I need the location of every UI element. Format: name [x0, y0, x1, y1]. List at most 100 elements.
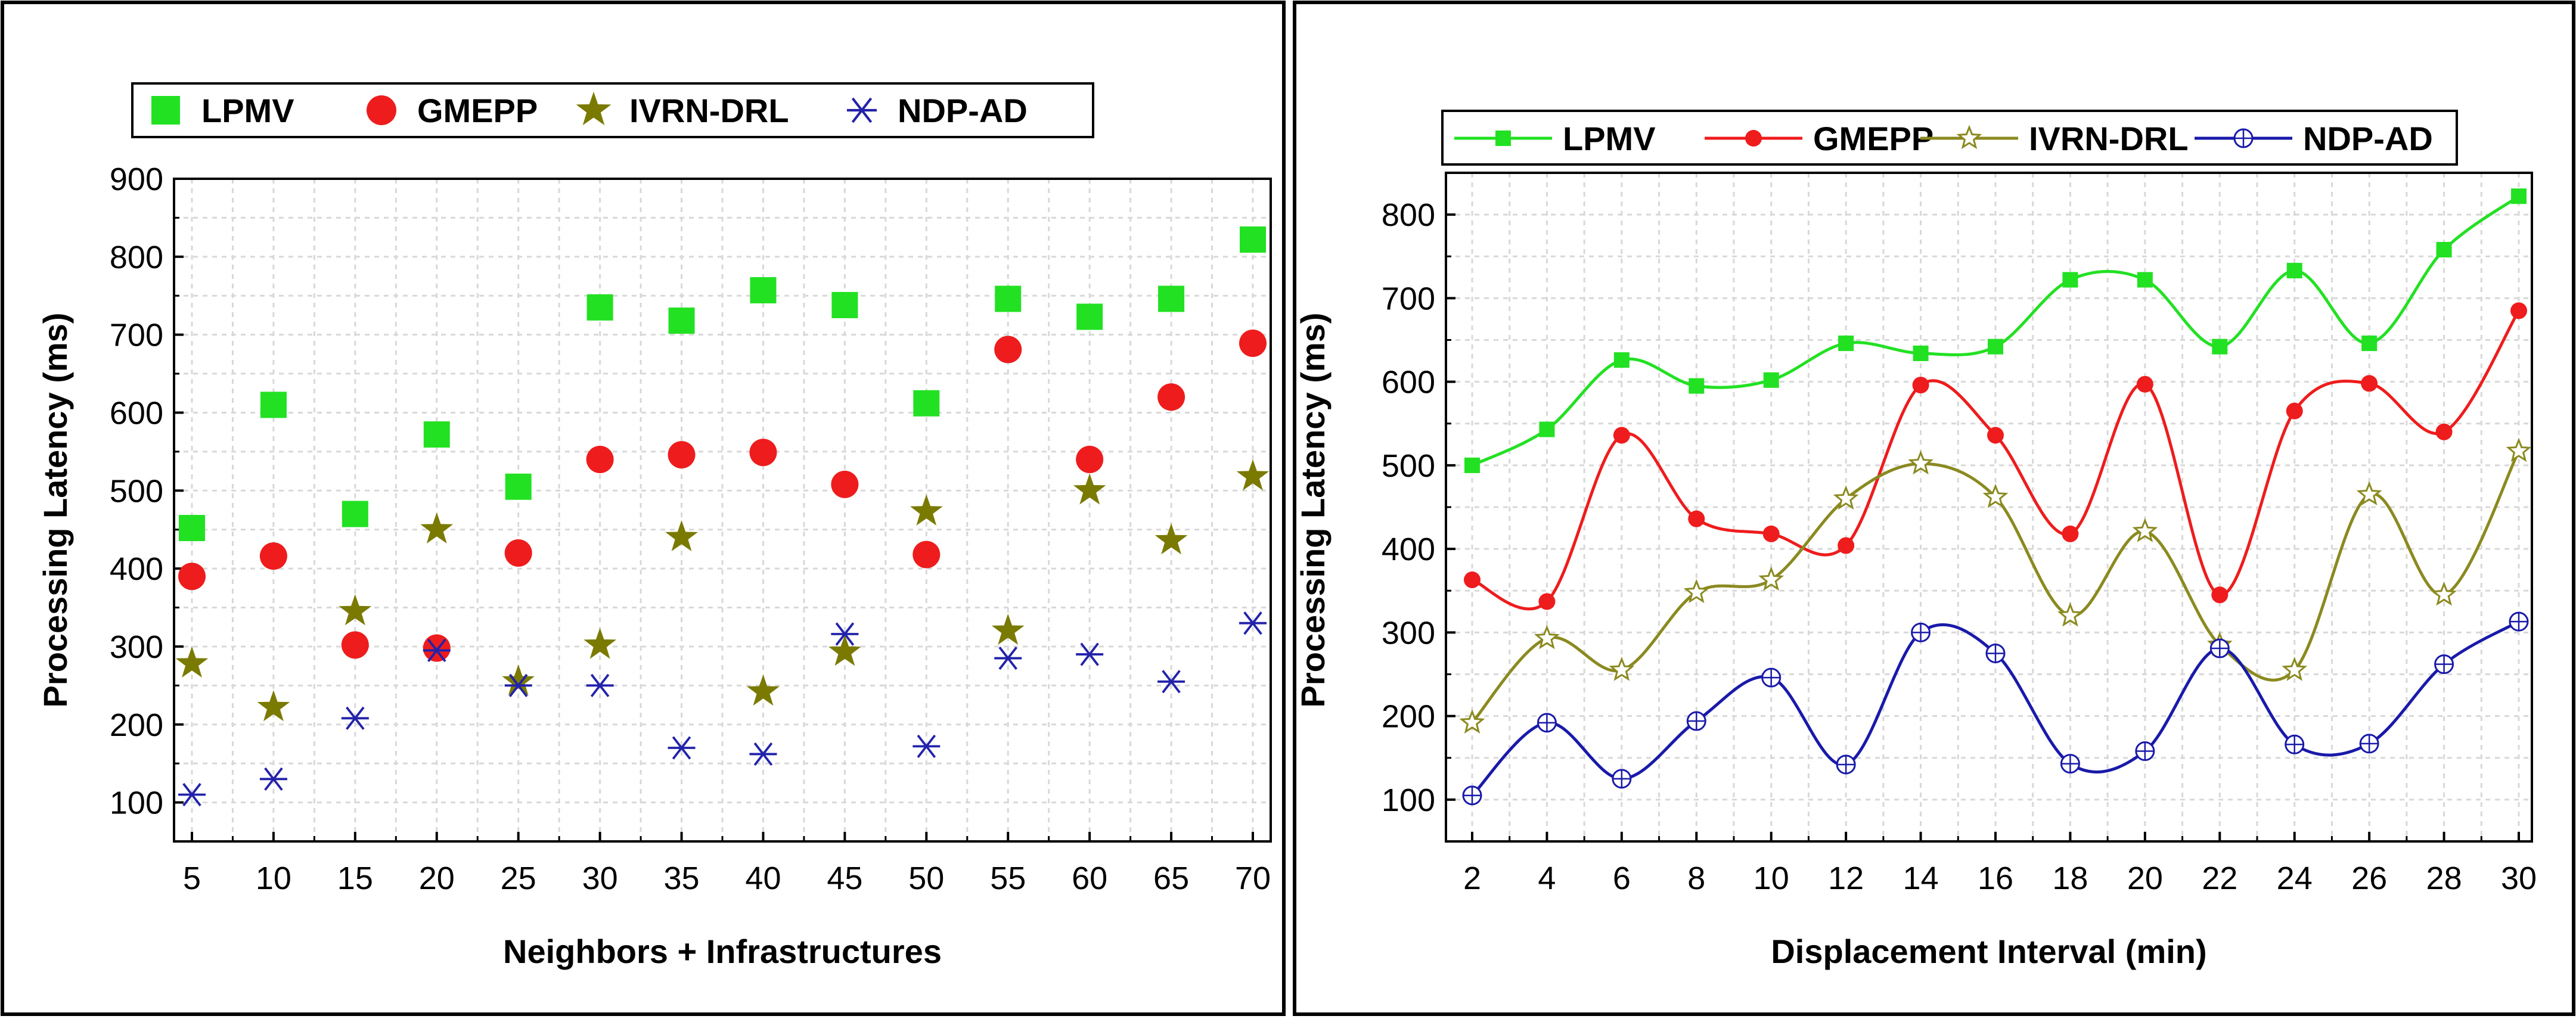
right-point-ivrn-drl [1758, 566, 1784, 591]
left-point-gmepp [668, 441, 696, 469]
left-point-ivrn-drl [747, 675, 780, 706]
right-point-ndp-ad [1537, 713, 1557, 733]
right-x-axis-title: Displacement Interval (min) [1771, 933, 2206, 970]
left-xtick-label: 5 [183, 860, 201, 896]
right-legend-marker-lpmv [1495, 131, 1511, 146]
right-point-ivrn-drl [2356, 481, 2382, 506]
left-legend-marker-gmepp [367, 95, 396, 125]
right-ytick-label: 500 [1382, 448, 1435, 484]
right-point-gmepp [1464, 571, 1481, 589]
left-point-ndp-ad [423, 638, 451, 663]
left-point-ivrn-drl [420, 512, 454, 543]
right-xtick-label: 18 [2052, 860, 2088, 896]
left-xtick-label: 55 [990, 860, 1026, 896]
left-legend-label-ivrn-drl: IVRN-DRL [629, 92, 789, 129]
left-legend: LPMV GMEPP IVRN-DRL NDP-AD [131, 82, 1094, 138]
right-legend-marker-ivrn-drl [1956, 125, 1982, 150]
right-point-gmepp [2435, 423, 2453, 440]
left-point-ivrn-drl [665, 520, 698, 551]
left-ytick-label: 400 [110, 551, 163, 587]
right-point-lpmv [1689, 378, 1705, 394]
left-point-gmepp [749, 439, 777, 467]
right-xtick-label: 22 [2202, 860, 2237, 896]
left-ytick-label: 900 [110, 161, 163, 197]
left-point-gmepp [1157, 383, 1185, 411]
right-point-lpmv [1613, 352, 1630, 368]
left-point-ivrn-drl [991, 614, 1025, 645]
left-legend-marker-ivrn-drl [576, 91, 612, 126]
right-point-ndp-ad [1985, 643, 2006, 663]
left-ytick-label: 500 [110, 473, 163, 509]
left-point-lpmv [423, 421, 450, 448]
left-ytick-label: 200 [110, 707, 163, 743]
right-point-gmepp [1688, 510, 1705, 527]
right-point-ndp-ad [2359, 734, 2379, 754]
left-point-gmepp [259, 542, 287, 570]
left-legend-label-gmepp: GMEPP [417, 92, 538, 129]
right-point-ivrn-drl [1534, 625, 1560, 650]
right-legend-marker-ndp-ad [2233, 128, 2254, 148]
left-xtick-label: 60 [1072, 860, 1107, 896]
left-point-ndp-ad [831, 622, 859, 646]
left-legend-marker-ndp-ad [847, 97, 877, 123]
left-point-ndp-ad [994, 646, 1022, 670]
left-point-gmepp [341, 631, 369, 659]
right-xtick-label: 16 [1978, 860, 2013, 896]
right-point-lpmv [2286, 263, 2302, 279]
left-legend-box [131, 82, 1094, 138]
right-xtick-label: 30 [2501, 860, 2537, 896]
right-point-ndp-ad [1686, 711, 1706, 731]
left-gridlines [174, 178, 1271, 841]
right-point-ivrn-drl [1683, 579, 1709, 604]
right-point-ndp-ad [1462, 785, 1482, 806]
left-point-ivrn-drl [1154, 523, 1188, 555]
left-xtick-label: 35 [663, 860, 699, 896]
left-point-gmepp [913, 540, 941, 568]
right-point-ndp-ad [1836, 754, 1856, 775]
left-ytick-label: 600 [110, 395, 163, 431]
right-point-lpmv [2137, 272, 2153, 288]
left-legend-label-lpmv: LPMV [201, 92, 294, 129]
right-point-gmepp [2361, 375, 2378, 392]
left-point-ndp-ad [586, 673, 614, 697]
left-xtick-label: 70 [1235, 860, 1271, 896]
right-legend-label-ivrn-drl: IVRN-DRL [2029, 120, 2189, 157]
right-point-gmepp [2136, 375, 2153, 393]
left-marks [175, 226, 1270, 807]
right-point-lpmv [1763, 372, 1779, 388]
left-point-lpmv [505, 473, 532, 500]
left-point-lpmv [913, 390, 940, 417]
right-point-gmepp [1838, 537, 1855, 554]
left-point-lpmv [1240, 226, 1266, 253]
left-xtick-label: 45 [827, 860, 862, 896]
right-point-ndp-ad [1612, 769, 1632, 789]
left-xtick-label: 50 [908, 860, 944, 896]
left-point-gmepp [423, 634, 451, 662]
right-legend-label-lpmv: LPMV [1563, 120, 1656, 157]
right-point-ndp-ad [2060, 754, 2080, 774]
left-xtick-label: 40 [745, 860, 781, 896]
left-point-lpmv [1076, 303, 1103, 330]
left-point-lpmv [179, 515, 205, 542]
left-point-ivrn-drl [257, 690, 290, 722]
right-xtick-label: 28 [2426, 860, 2462, 896]
left-point-ndp-ad [178, 782, 206, 807]
right-point-lpmv [2212, 338, 2228, 355]
right-xtick-label: 6 [1613, 860, 1631, 896]
right-point-ivrn-drl [1908, 450, 1934, 475]
right-point-ndp-ad [1761, 667, 1782, 688]
right-point-ivrn-drl [2431, 581, 2457, 606]
left-xtick-label: 65 [1153, 860, 1189, 896]
left-point-ndp-ad [341, 706, 369, 730]
right-xtick-label: 14 [1903, 860, 1939, 896]
right-point-lpmv [1913, 345, 1929, 361]
left-point-ndp-ad [749, 742, 777, 766]
left-ytick-label: 300 [110, 629, 163, 665]
left-point-lpmv [831, 291, 858, 318]
right-point-lpmv [1464, 457, 1480, 473]
left-point-gmepp [586, 445, 614, 473]
right-point-ivrn-drl [2132, 518, 2158, 542]
right-point-gmepp [2062, 525, 2079, 542]
